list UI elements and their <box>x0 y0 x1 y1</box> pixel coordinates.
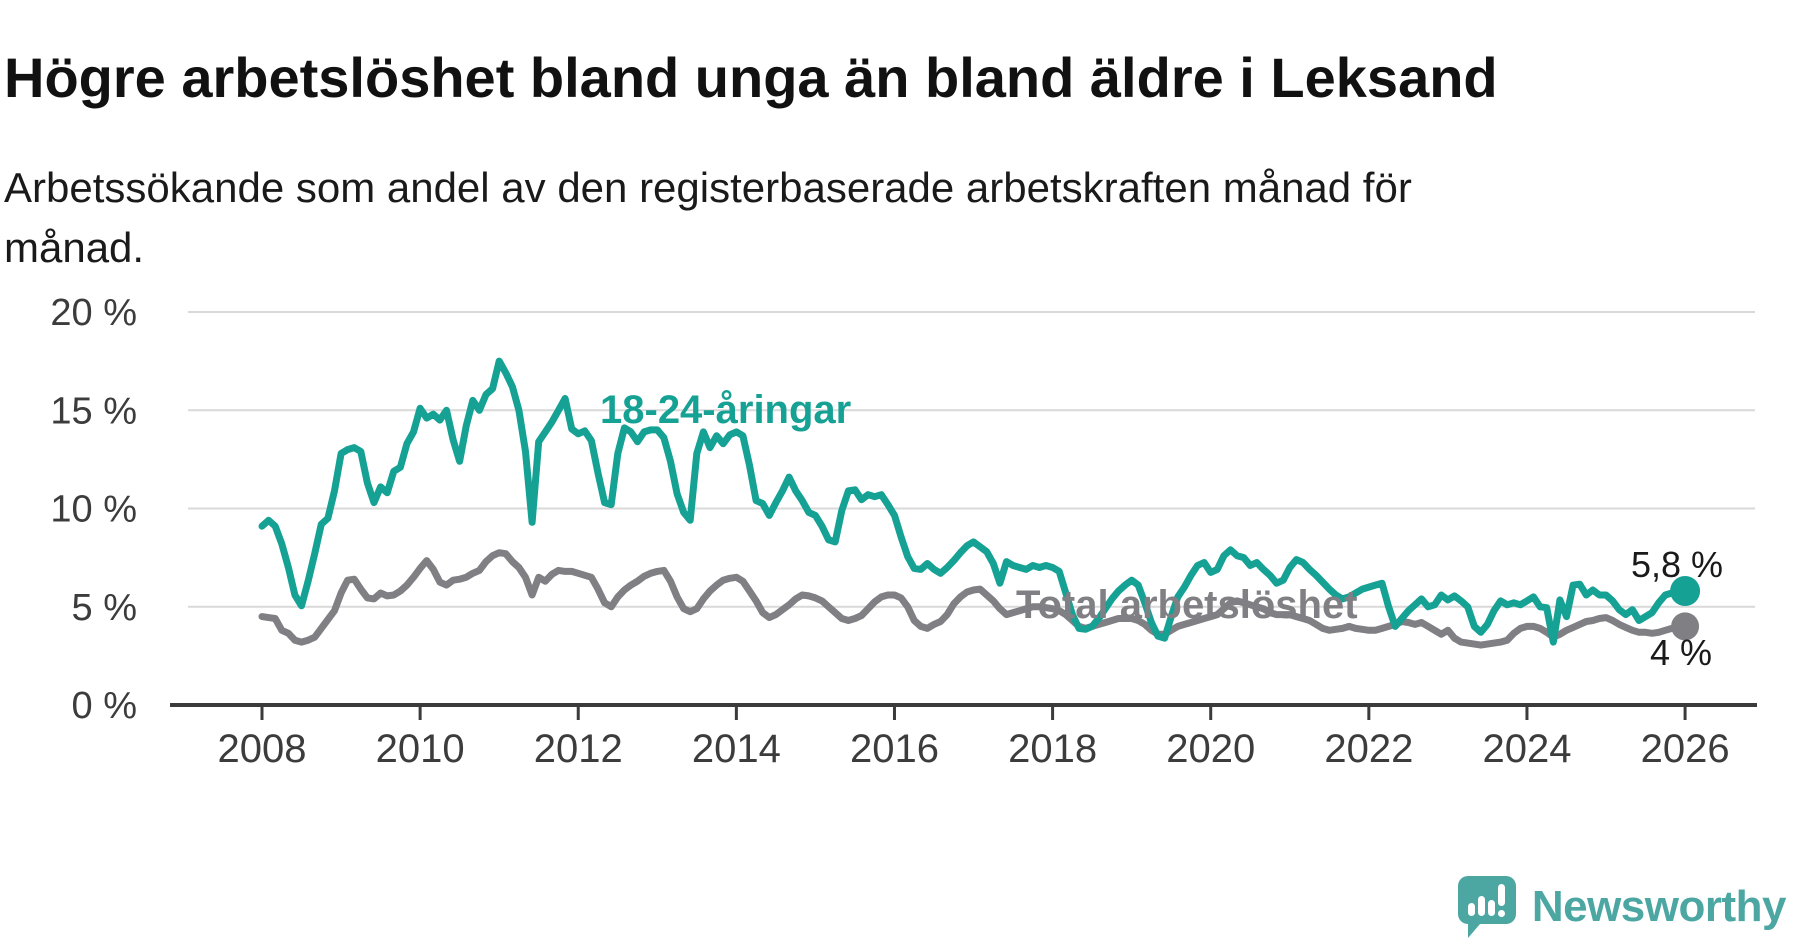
x-axis <box>170 703 1757 720</box>
newsworthy-branding: Newsworthy <box>1456 874 1787 940</box>
svg-text:2024: 2024 <box>1482 727 1571 771</box>
svg-text:2018: 2018 <box>1008 727 1097 771</box>
end-dot-total <box>1671 612 1700 641</box>
line-series-total <box>258 549 1689 649</box>
svg-text:20 %: 20 % <box>50 292 137 334</box>
svg-text:2020: 2020 <box>1166 727 1255 771</box>
svg-text:5 %: 5 % <box>72 587 137 629</box>
end-value-label-total: 4 % <box>1649 632 1712 673</box>
series-label-total: Total arbetslöshet <box>1016 583 1358 627</box>
end-dot-18-24 <box>1670 576 1701 607</box>
svg-text:0 %: 0 % <box>72 685 137 727</box>
newsworthy-logo-icon <box>1457 876 1516 938</box>
svg-text:15 %: 15 % <box>50 390 137 432</box>
svg-text:2014: 2014 <box>692 727 781 771</box>
chart-subtitle: Arbetssökande som andel av den registerb… <box>4 164 1412 272</box>
line-series-18-24 <box>258 357 1689 646</box>
y-axis-labels: 20 % 15 % 10 % 5 % 0 % <box>50 292 137 727</box>
svg-text:2022: 2022 <box>1324 727 1413 771</box>
x-axis-labels: 2008 2010 2012 2014 2016 2018 2020 2022 2024 2026 <box>218 727 1730 771</box>
series-label-18-24: 18-24-åringar <box>600 388 852 432</box>
svg-text:2012: 2012 <box>534 727 623 771</box>
svg-text:2026: 2026 <box>1641 727 1730 771</box>
svg-text:2016: 2016 <box>850 727 939 771</box>
end-value-label-18-24: 5,8 % <box>1630 544 1723 585</box>
svg-text:2010: 2010 <box>376 727 465 771</box>
svg-text:10 %: 10 % <box>50 489 137 531</box>
brand-name: Newsworthy <box>1531 882 1787 931</box>
page-title: Högre arbetslöshet bland unga än bland ä… <box>4 45 1498 109</box>
svg-text:2008: 2008 <box>218 727 307 771</box>
